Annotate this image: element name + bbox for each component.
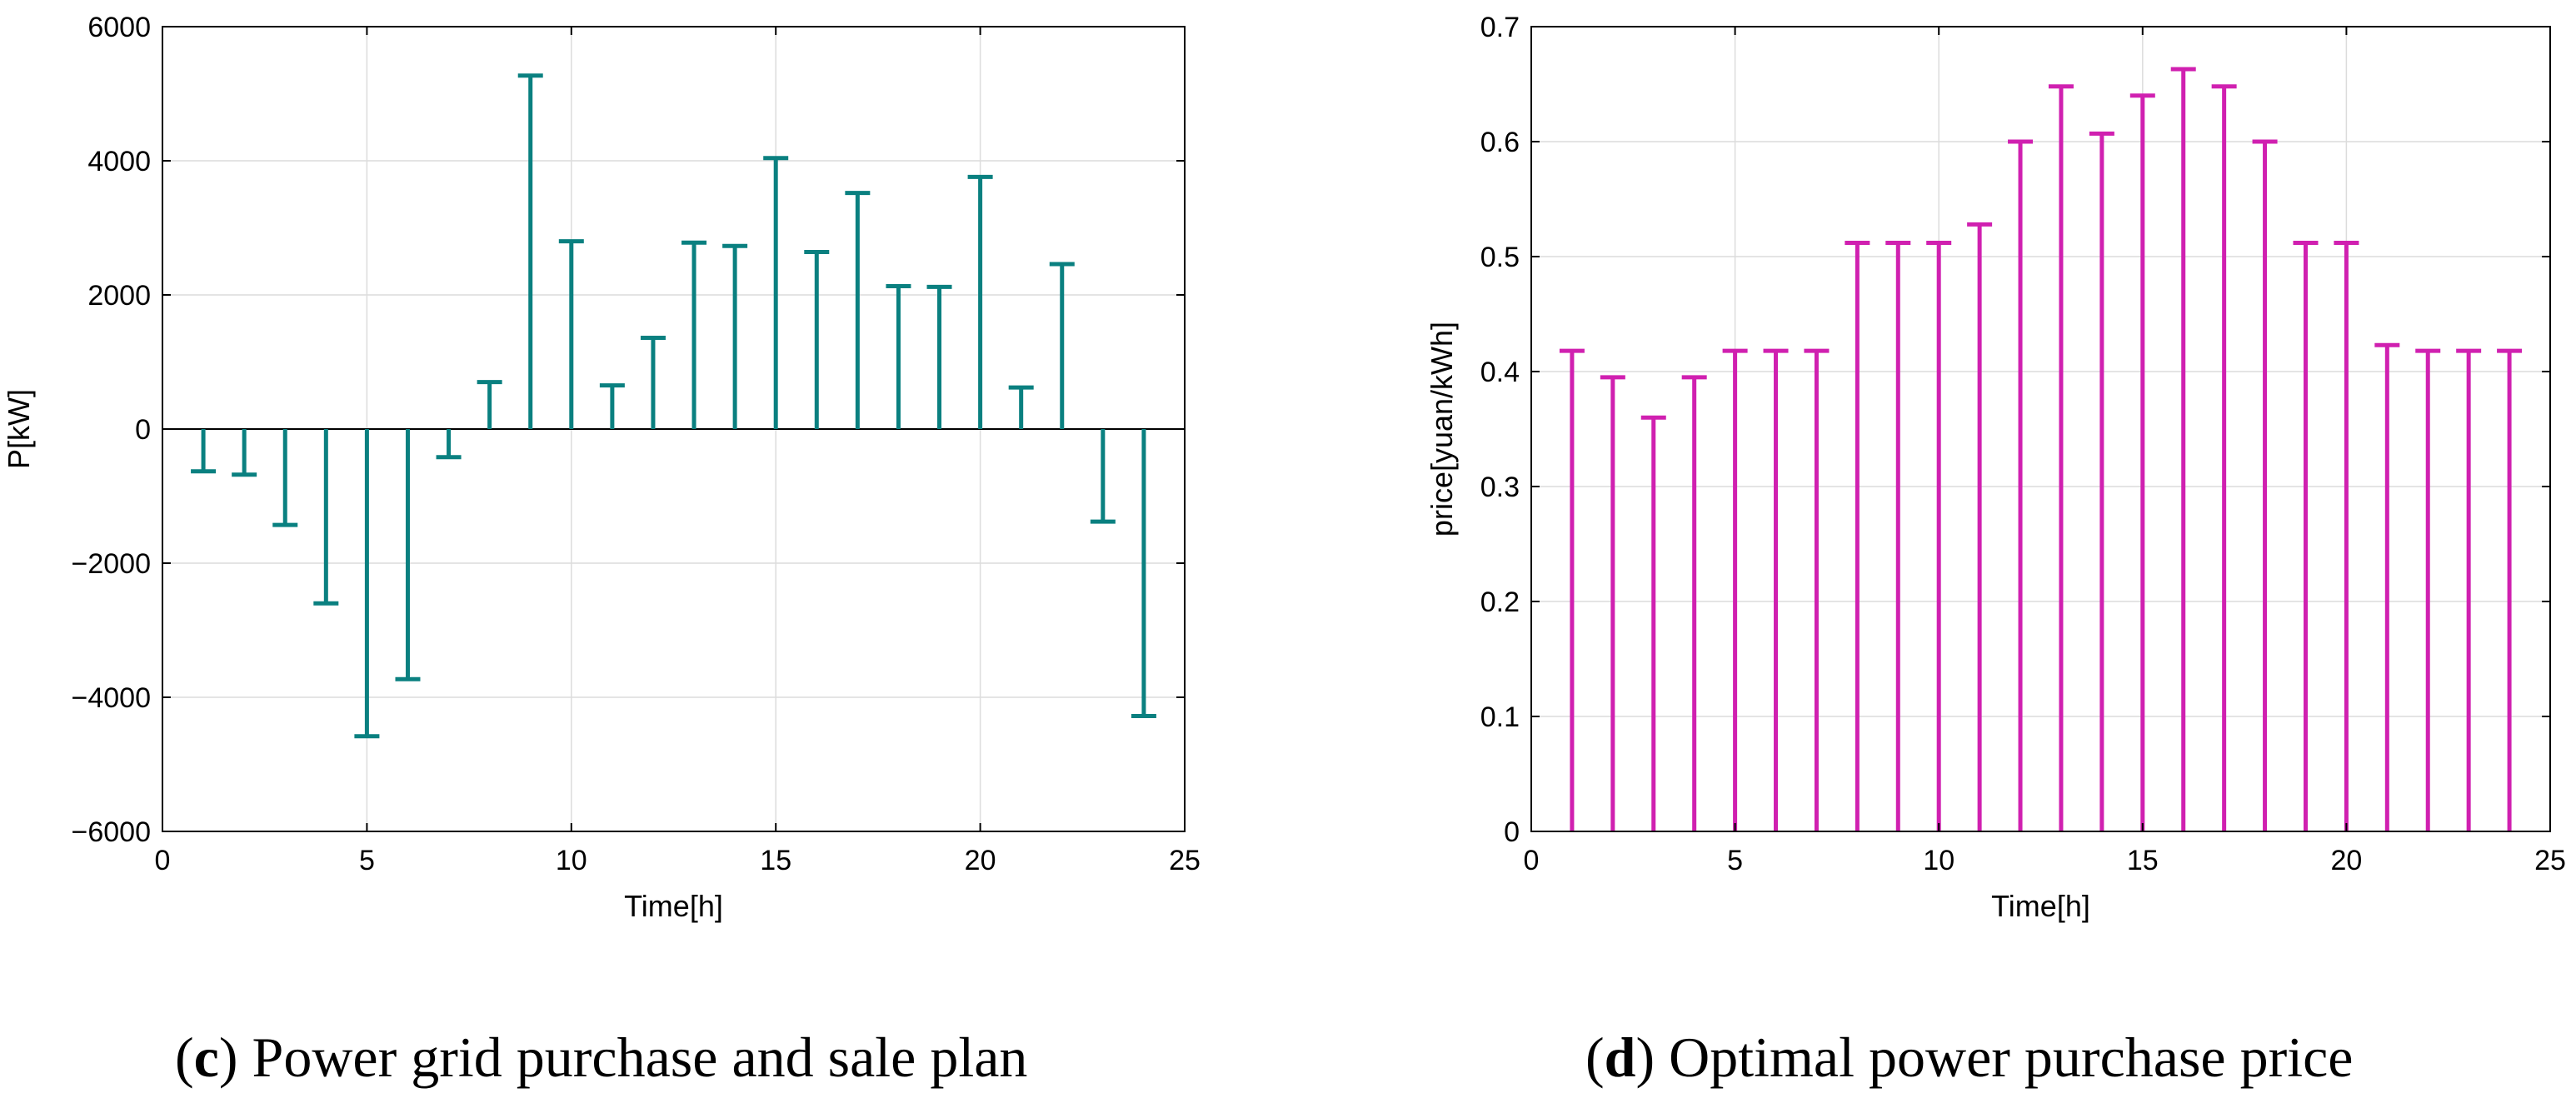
chart-optimal-purchase-price: 0 5 10 15 20 25 0 0.1 0.2 0.3 0.4 0.5 0.6 0.7 Time[h] p… — [1425, 12, 2566, 923]
y-tick-label: 0 — [1504, 816, 1520, 848]
y-tick-label: −4000 — [72, 682, 152, 714]
y-tick-label: 2000 — [87, 280, 151, 312]
y-tick-label: 0.4 — [1480, 357, 1520, 388]
y-tick-label: 0.3 — [1480, 472, 1520, 503]
x-tick-label: 5 — [359, 845, 375, 876]
caption-d: (d) Optimal power purchase price — [1585, 1026, 2354, 1089]
x-tick-label: 20 — [965, 845, 996, 876]
x-tick-label: 0 — [1524, 845, 1540, 876]
y-tick-label: 6000 — [87, 12, 151, 43]
y-tick-label: 0.5 — [1480, 242, 1520, 273]
x-tick-label: 0 — [155, 845, 171, 876]
y-tick-label: −6000 — [72, 816, 152, 848]
x-tick-label: 25 — [1169, 845, 1201, 876]
y-tick-label: 0.6 — [1480, 127, 1520, 158]
y-tick-label: 0 — [135, 414, 151, 446]
x-tick-label: 15 — [760, 845, 791, 876]
x-tick-label: 5 — [1727, 845, 1743, 876]
caption-c-letter: c — [193, 1026, 219, 1089]
caption-c-text: Power grid purchase and sale plan — [237, 1026, 1028, 1089]
x-axis-label: Time[h] — [1991, 889, 2090, 923]
x-tick-label: 10 — [556, 845, 587, 876]
caption-d-text: Optimal power purchase price — [1655, 1026, 2354, 1089]
y-tick-label: 0.7 — [1480, 12, 1520, 43]
y-axis-label: price[yuan/kWh] — [1425, 322, 1459, 537]
chart-grid-purchase-sale-plan: 0 5 10 15 20 25 −6000 −4000 −2000 0 2000 4000 6000 Ti… — [2, 12, 1201, 923]
caption-c: (c) Power grid purchase and sale plan — [175, 1026, 1028, 1089]
x-tick-label: 25 — [2534, 845, 2566, 876]
x-tick-label: 15 — [2127, 845, 2159, 876]
axes-box — [1530, 26, 2551, 832]
x-axis-label: Time[h] — [624, 889, 723, 923]
y-tick-label: −2000 — [72, 548, 152, 580]
y-tick-label: 0.1 — [1480, 701, 1520, 733]
x-tick-label: 10 — [1923, 845, 1954, 876]
y-tick-label: 4000 — [87, 146, 151, 177]
y-axis-label: P[kW] — [2, 389, 36, 469]
caption-d-letter: d — [1604, 1026, 1636, 1089]
y-tick-label: 0.2 — [1480, 586, 1520, 618]
x-tick-label: 20 — [2330, 845, 2362, 876]
